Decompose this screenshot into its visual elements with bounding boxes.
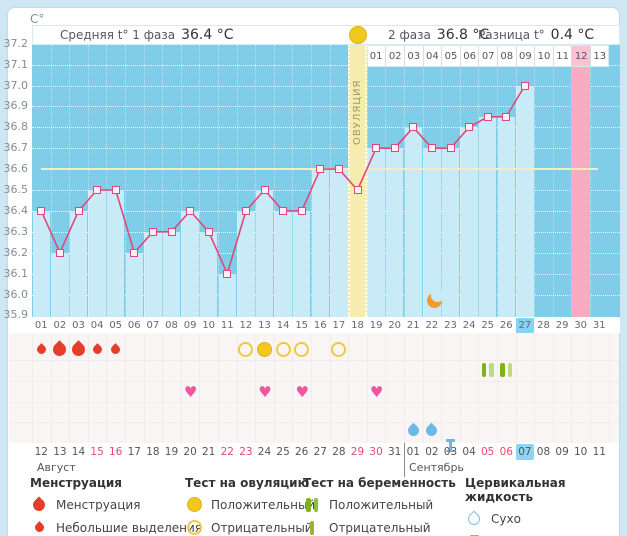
header-band	[32, 25, 620, 45]
legend-item-label: Клейкая	[491, 535, 544, 536]
phase2-value: 36.8 °C	[436, 27, 490, 43]
legend-item: Положительный	[185, 496, 315, 513]
chart-panel	[7, 7, 620, 536]
diff-value: 0.4 °C	[550, 27, 595, 43]
circle-outline-yellow-icon	[185, 520, 203, 535]
legend-item: Сухо	[465, 510, 627, 527]
legend-cervical-fluid: Цервикальная жидкость Сухо Клейкая	[465, 476, 627, 536]
drop-large-red-icon	[30, 496, 48, 513]
phase1-value: 36.4 °C	[181, 27, 234, 43]
circle-filled-yellow-icon	[185, 497, 203, 512]
legend-title: Тест на беременность	[303, 476, 456, 490]
y-axis-unit: C°	[30, 12, 45, 26]
legend-item-label: Отрицательный	[211, 520, 313, 535]
legend-menstruation: Менструация Менструация Небольшие выделе…	[30, 476, 202, 536]
legend-item-label: Сухо	[491, 511, 521, 526]
legend-item: Положительный	[303, 496, 456, 513]
phase1-summary: Средняя t° 1 фаза 36.4 °C	[60, 25, 234, 45]
temp-difference-summary: Разница t° 0.4 °C	[478, 25, 594, 45]
legend-item-label: Положительный	[329, 497, 434, 512]
phase2-summary: 2 фаза 36.8 °C	[388, 25, 489, 45]
legend-item-label: Положительный	[211, 497, 316, 512]
legend-item: Отрицательный	[303, 519, 456, 536]
diff-label: Разница t°	[478, 28, 545, 42]
legend-item-label: Менструация	[56, 497, 141, 512]
legend-item: Отрицательный	[185, 519, 315, 536]
two-bars-green-icon	[303, 497, 321, 512]
phase1-label: Средняя t° 1 фаза	[60, 28, 176, 42]
legend-title: Менструация	[30, 476, 122, 490]
drop-outline-blue-icon	[465, 510, 483, 527]
legend-pregnancy-test: Тест на беременность Положительный Отриц…	[303, 476, 456, 536]
legend-ovulation-test: Тест на овуляцию Положительный Отрицател…	[185, 476, 315, 536]
legend-item: Небольшие выделения	[30, 519, 202, 536]
one-bar-green-icon	[303, 520, 321, 535]
legend-item-label: Отрицательный	[329, 520, 431, 535]
legend-item-label: Небольшие выделения	[56, 520, 203, 535]
phase2-label: 2 фаза	[388, 28, 431, 42]
legend-title: Тест на овуляцию	[185, 476, 310, 490]
legend-title: Цервикальная жидкость	[465, 476, 566, 504]
drop-small-red-icon	[30, 521, 48, 534]
legend-item: Менструация	[30, 496, 202, 513]
